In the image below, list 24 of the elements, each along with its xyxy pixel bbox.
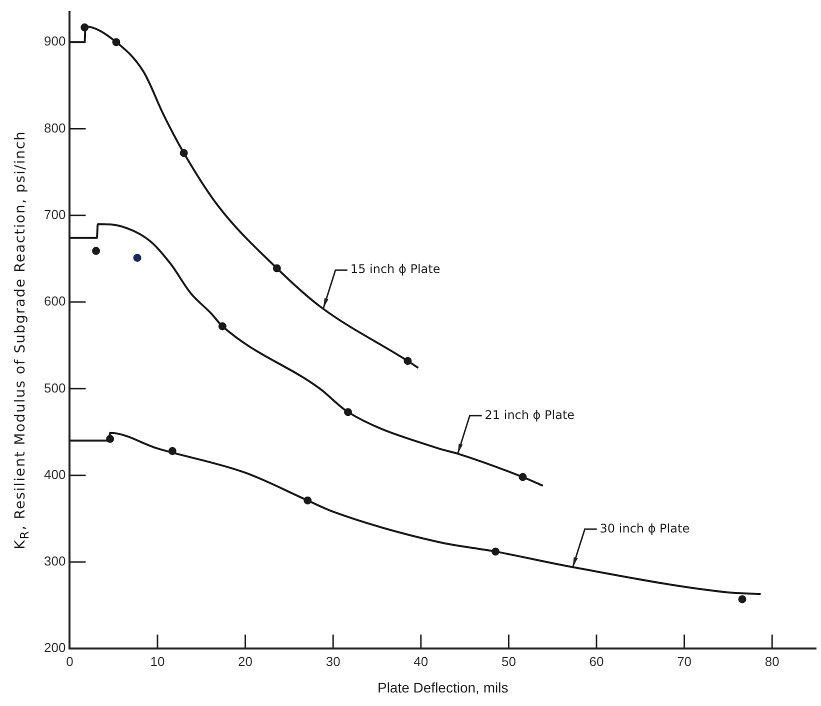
x-tick-label: 50 (501, 654, 516, 669)
y-tick-label: 500 (44, 380, 66, 396)
x-tick-label: 10 (150, 654, 165, 669)
y-tick-label: 800 (44, 120, 66, 136)
annotation: 15 inch ϕ Plate (350, 262, 440, 276)
y-tick-label: 200 (44, 640, 66, 656)
x-tick-label: 80 (764, 654, 780, 669)
annotation: 30 inch ϕ Plate (600, 521, 690, 536)
point (92, 246, 100, 255)
y-tick-label: 400 (44, 466, 66, 482)
x-tick-label: 40 (414, 654, 428, 669)
x-axis-title: Plate Deflection, mils (377, 679, 508, 696)
point (738, 595, 746, 604)
annotation: 21 inch ϕ Plate (484, 408, 575, 422)
x-tick-label: 60 (589, 654, 604, 669)
x-tick-label: 20 (238, 654, 253, 669)
x-tick-label: 70 (677, 654, 692, 669)
point (133, 254, 142, 262)
x-tick-label: 0 (66, 654, 74, 669)
y-tick-label: 300 (44, 554, 66, 569)
y-tick-label: 900 (44, 34, 66, 49)
y-tick-label: 700 (44, 206, 66, 222)
x-tick-label: 30 (326, 654, 340, 669)
y-tick-label: 600 (44, 294, 66, 309)
